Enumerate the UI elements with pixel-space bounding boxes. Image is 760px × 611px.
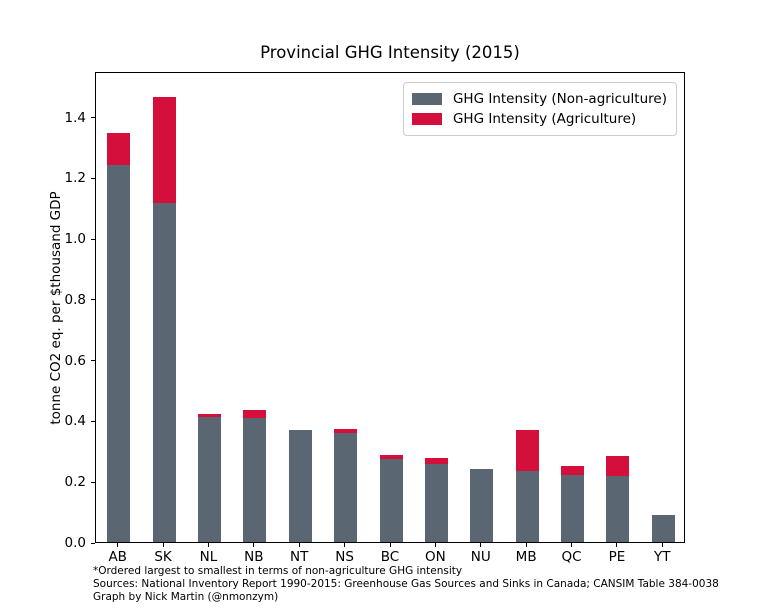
x-tick-mark [661, 543, 663, 547]
bar-PE-agriculture [606, 456, 630, 477]
y-tick-label: 0.4 [64, 413, 86, 430]
bar-ON-non-agriculture [424, 463, 448, 542]
x-tick-mark [389, 543, 391, 547]
bar-NL-agriculture [197, 414, 221, 417]
x-tick-label-NT: NT [290, 549, 309, 565]
bar-AB-agriculture [107, 133, 131, 166]
bar-QC-agriculture [561, 465, 585, 476]
y-tick-label: 1.4 [64, 109, 86, 126]
y-tick-mark [91, 238, 95, 240]
x-tick-mark [207, 543, 209, 547]
x-tick-label-NL: NL [199, 549, 218, 565]
x-tick-mark [298, 543, 300, 547]
legend-label: GHG Intensity (Agriculture) [452, 111, 637, 127]
plot-area: GHG Intensity (Non-agriculture) GHG Inten… [95, 72, 685, 543]
bar-PE-non-agriculture [606, 476, 630, 542]
legend-swatch-agriculture [411, 113, 442, 125]
bar-YT-non-agriculture [651, 515, 675, 542]
bar-ON-agriculture [424, 457, 448, 464]
bar-BC-non-agriculture [379, 459, 403, 542]
y-tick-mark [91, 420, 95, 422]
bar-SK-non-agriculture [152, 203, 176, 542]
bar-MB-non-agriculture [515, 470, 539, 542]
x-tick-label-AB: AB [108, 549, 127, 565]
x-tick-mark [571, 543, 573, 547]
bar-NT-non-agriculture [288, 429, 312, 542]
y-tick-label: 0.0 [64, 535, 86, 551]
x-tick-label-NB: NB [244, 549, 264, 565]
bar-NB-non-agriculture [243, 418, 267, 542]
x-tick-label-ON: ON [425, 549, 446, 565]
footnotes: *Ordered largest to smallest in terms of… [93, 565, 733, 604]
y-axis-label: tonne CO2 eq. per $thousand GDP [48, 191, 64, 425]
bar-NS-agriculture [334, 428, 358, 434]
bar-MB-agriculture [515, 430, 539, 471]
y-tick-mark [91, 360, 95, 362]
x-tick-label-PE: PE [608, 549, 626, 565]
y-tick-mark [91, 299, 95, 301]
y-tick-mark [91, 117, 95, 119]
legend: GHG Intensity (Non-agriculture) GHG Inten… [402, 82, 677, 136]
x-tick-label-NU: NU [470, 549, 491, 565]
footnote-credit: Graph by Nick Martin (@nmonzym) [93, 591, 279, 603]
bars-group [96, 73, 684, 542]
footnote-ordering: *Ordered largest to smallest in terms of… [93, 565, 463, 577]
bar-AB-non-agriculture [107, 165, 131, 542]
x-tick-label-BC: BC [380, 549, 400, 565]
y-tick-label: 0.2 [64, 474, 86, 491]
x-tick-label-NS: NS [335, 549, 354, 565]
x-tick-mark [253, 543, 255, 547]
legend-entry: GHG Intensity (Non-agriculture) [411, 89, 667, 109]
bar-NL-non-agriculture [197, 416, 221, 542]
legend-label: GHG Intensity (Non-agriculture) [452, 91, 667, 107]
footnote-sources: Sources: National Inventory Report 1990-… [93, 578, 719, 590]
y-tick-label: 1.0 [64, 231, 86, 248]
bar-SK-agriculture [152, 96, 176, 204]
y-tick-mark [91, 542, 95, 544]
y-tick-mark [91, 177, 95, 179]
bar-NB-agriculture [243, 410, 267, 419]
x-tick-mark [480, 543, 482, 547]
legend-swatch-non-agriculture [411, 93, 442, 105]
x-tick-label-YT: YT [654, 549, 671, 565]
bar-BC-agriculture [379, 454, 403, 460]
x-tick-label-SK: SK [154, 549, 172, 565]
y-tick-label: 1.2 [64, 170, 86, 187]
x-tick-mark [117, 543, 119, 547]
x-tick-label-QC: QC [561, 549, 582, 565]
bar-NU-non-agriculture [470, 468, 494, 542]
y-tick-label: 0.6 [64, 352, 86, 369]
chart-title: Provincial GHG Intensity (2015) [260, 43, 520, 62]
x-tick-mark [344, 543, 346, 547]
x-tick-label-MB: MB [515, 549, 537, 565]
x-tick-mark [434, 543, 436, 547]
legend-entry: GHG Intensity (Agriculture) [411, 109, 667, 129]
y-tick-mark [91, 481, 95, 483]
x-tick-mark [525, 543, 527, 547]
y-tick-label: 0.8 [64, 291, 86, 308]
x-tick-mark [162, 543, 164, 547]
x-tick-mark [616, 543, 618, 547]
bar-QC-non-agriculture [561, 475, 585, 542]
bar-NS-non-agriculture [334, 433, 358, 542]
